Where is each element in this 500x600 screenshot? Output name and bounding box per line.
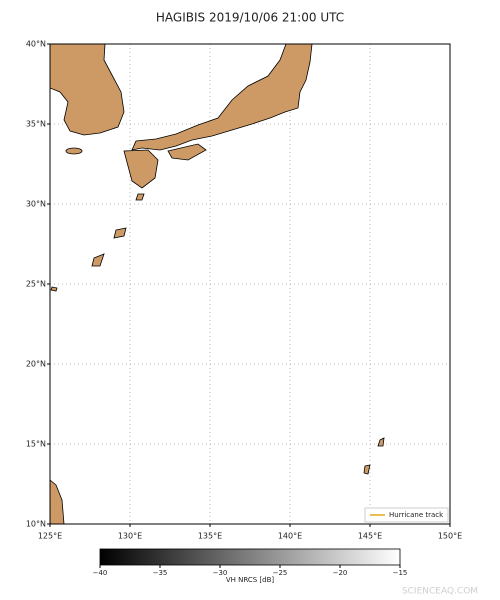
kyushu	[123, 149, 159, 189]
x-tick-label: 135°E	[198, 532, 222, 541]
x-tick-label: 140°E	[278, 532, 302, 541]
colorbar-tick-label: −15	[393, 569, 408, 577]
colorbar-tick-label: −25	[273, 569, 288, 577]
colorbar-tick-label: −40	[93, 569, 108, 577]
honshu	[131, 44, 313, 151]
land	[50, 44, 385, 524]
y-tick-label: 10°N	[26, 520, 46, 529]
korea	[50, 44, 125, 136]
colorbar-label: VH NRCS [dB]	[226, 576, 275, 584]
x-tick-label: 130°E	[118, 532, 142, 541]
y-tick-label: 25°N	[26, 280, 46, 289]
legend-label: Hurricane track	[389, 511, 444, 519]
y-tick-label: 30°N	[26, 200, 46, 209]
x-tick-label: 125°E	[38, 532, 62, 541]
x-tick-label: 150°E	[438, 532, 462, 541]
legend-box	[364, 507, 449, 523]
shikoku	[167, 143, 207, 161]
ryukyu	[91, 193, 145, 267]
y-tick-label: 20°N	[26, 360, 46, 369]
colorbar-tick-label: −30	[213, 569, 228, 577]
taiwan	[50, 479, 65, 524]
y-tick-label: 35°N	[26, 120, 46, 129]
y-tick-label: 40°N	[26, 40, 46, 49]
colorbar-tick-label: −35	[153, 569, 168, 577]
colorbar	[99, 548, 401, 566]
title: HAGIBIS 2019/10/06 21:00 UTC	[156, 11, 344, 25]
ticks: 125°E 130°E 135°E 140°E 145°E 150°E 10°N 15°N 20…	[26, 40, 462, 541]
jeju	[65, 147, 83, 155]
colorbar-ticks: −40 −35 −30 −25 −20 −15	[93, 565, 408, 577]
x-tick-label: 145°E	[358, 532, 382, 541]
colorbar-tick-label: −20	[333, 569, 348, 577]
islands	[50, 286, 385, 475]
watermark: SCIENCEAQ.COM	[402, 587, 478, 597]
y-tick-label: 15°N	[26, 440, 46, 449]
